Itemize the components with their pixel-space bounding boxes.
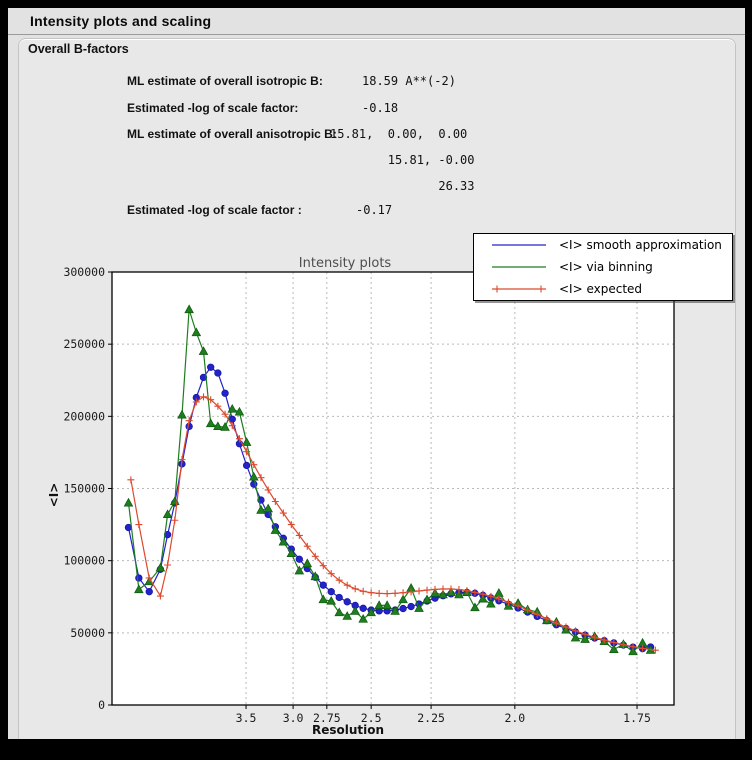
bfactor-row: ML estimate of overall isotropic B: 18.5… (0, 74, 752, 92)
bfactor-row: 26.33 (0, 179, 752, 197)
bfactor-label: Estimated -log of scale factor: (127, 101, 299, 115)
legend-line-sample (492, 285, 546, 293)
legend-line-sample (492, 266, 546, 268)
bfactor-row: ML estimate of overall anisotropic B: 15… (0, 127, 752, 145)
bfactor-value: -0.17 (356, 203, 393, 217)
window-titlebar (8, 8, 745, 35)
bfactors-heading: Overall B-factors (28, 42, 129, 56)
legend-row: <I> smooth approximation (474, 234, 732, 256)
chart-title: Intensity plots (298, 256, 392, 271)
bfactor-value: -0.18 (362, 101, 399, 115)
y-axis-label: <I> (47, 482, 61, 508)
bfactor-value: 15.81, -0.00 (330, 153, 475, 167)
legend-label: <I> expected (559, 282, 643, 296)
legend-row: <I> expected (474, 278, 732, 300)
bfactor-row: Estimated -log of scale factor: -0.18 (0, 101, 752, 119)
bfactor-value: 15.81, 0.00, 0.00 (330, 127, 468, 141)
legend-line-sample (492, 244, 546, 246)
bfactor-label: ML estimate of overall anisotropic B: (127, 127, 337, 141)
chart-legend: <I> smooth approximation <I> via binning <… (473, 233, 733, 301)
bfactor-label: Estimated -log of scale factor : (127, 203, 302, 217)
window-title: Intensity plots and scaling (30, 13, 212, 29)
bfactor-value: 18.59 A**(-2) (362, 74, 456, 88)
bfactor-label: ML estimate of overall isotropic B: (127, 74, 323, 88)
bfactor-row: 15.81, -0.00 (0, 153, 752, 171)
bfactor-row: Estimated -log of scale factor : -0.17 (0, 203, 752, 221)
legend-row: <I> via binning (474, 256, 732, 278)
legend-label: <I> via binning (559, 260, 653, 274)
bfactor-value: 26.33 (330, 179, 475, 193)
legend-label: <I> smooth approximation (559, 238, 722, 252)
x-axis-label: Resolution (311, 723, 385, 737)
